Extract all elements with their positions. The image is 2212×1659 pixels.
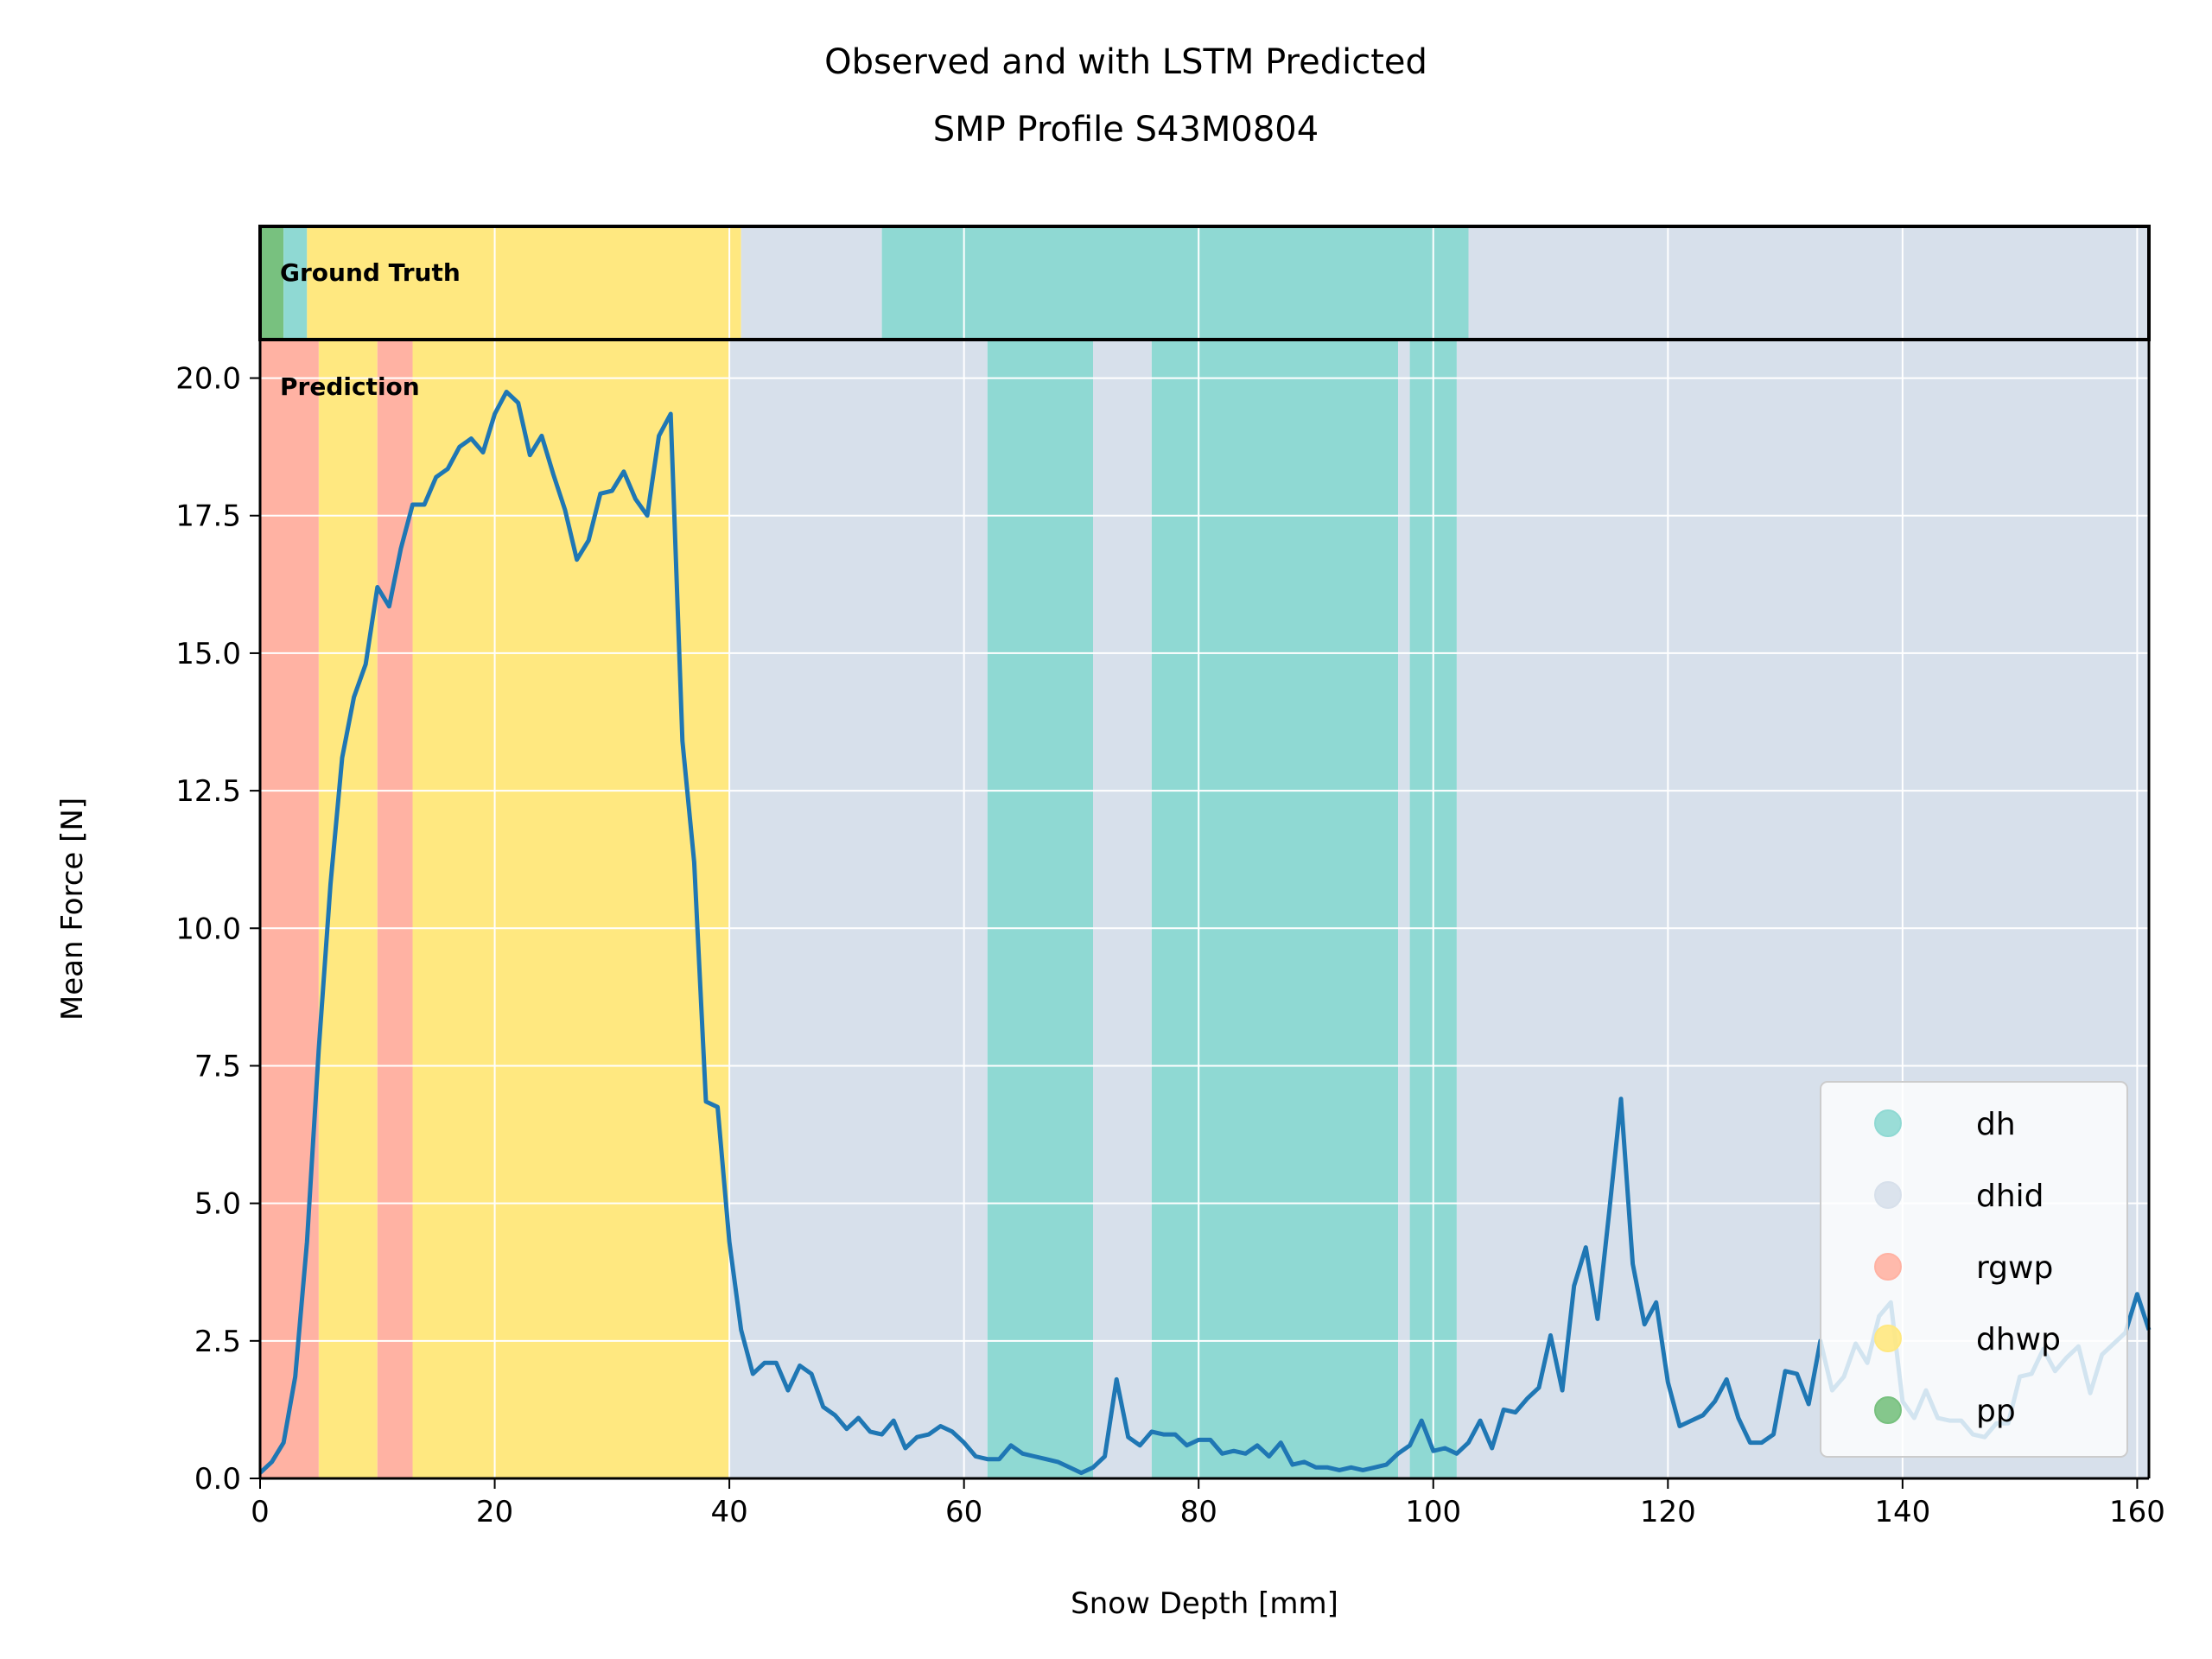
legend-marker-pp	[1874, 1396, 1902, 1424]
legend-label-pp: pp	[1976, 1394, 2016, 1429]
legend-box	[1820, 1081, 2128, 1458]
ground-truth-segment-dh	[283, 226, 308, 340]
y-axis-ticks: 0.0 2.5 5.0 7.5 10.0 12.5 15.0 17.5 20.0	[175, 362, 260, 1497]
ground-truth-frame	[258, 225, 2151, 341]
prediction-segment-dhid	[729, 340, 988, 1478]
legend-marker-rgwp	[1874, 1253, 1902, 1281]
x-tick-label: 140	[1874, 1495, 1930, 1529]
x-tick-label: 0	[251, 1495, 270, 1529]
prediction-segment-dh	[987, 340, 1094, 1478]
ground-truth-segment-dhid	[1468, 226, 2149, 340]
legend-label-dhid: dhid	[1976, 1179, 2044, 1214]
y-tick-label: 12.5	[175, 774, 241, 809]
prediction-segment-dh	[1151, 340, 1399, 1478]
prediction-label: Prediction	[280, 372, 420, 401]
y-tick-label: 7.5	[194, 1049, 241, 1084]
legend: dh dhid rgwp dhwp pp	[1820, 1081, 2128, 1458]
x-axis-label: Snow Depth [mm]	[1071, 1586, 1338, 1621]
prediction-segment-dhid	[1093, 340, 1152, 1478]
x-tick-label: 20	[476, 1495, 513, 1529]
prediction-segment-rgwp	[260, 340, 319, 1478]
prediction-segment-rgwp	[377, 340, 413, 1478]
y-tick-label: 15.0	[175, 637, 241, 671]
x-tick-label: 40	[710, 1495, 747, 1529]
ground-truth-segment-dhwp	[307, 226, 741, 340]
ground-truth-segment-pp	[260, 226, 284, 340]
y-tick-label: 10.0	[175, 912, 241, 946]
legend-marker-dhid	[1874, 1181, 1902, 1209]
x-tick-label: 80	[1180, 1495, 1217, 1529]
ground-truth-segment-dh	[881, 226, 1469, 340]
x-tick-label: 100	[1405, 1495, 1461, 1529]
legend-marker-dh	[1874, 1109, 1902, 1137]
x-tick-label: 120	[1640, 1495, 1696, 1529]
ground-truth-label: Ground Truth	[280, 258, 461, 287]
y-tick-label: 17.5	[175, 499, 241, 534]
x-tick-label: 160	[2109, 1495, 2165, 1529]
y-tick-label: 20.0	[175, 362, 241, 397]
y-tick-label: 2.5	[194, 1325, 241, 1359]
legend-label-rgwp: rgwp	[1976, 1250, 2053, 1286]
legend-marker-dhwp	[1874, 1325, 1902, 1352]
grid	[259, 226, 2149, 1479]
ground-truth-strip	[260, 226, 2149, 340]
legend-label-dh: dh	[1976, 1107, 2016, 1142]
legend-label-dhwp: dhwp	[1976, 1322, 2061, 1357]
chart-subtitle: SMP Profile S43M0804	[933, 110, 1319, 149]
prediction-segment-dhid	[1398, 340, 1410, 1478]
y-tick-label: 0.0	[194, 1462, 241, 1497]
ground-truth-segment-dhid	[741, 226, 882, 340]
y-tick-label: 5.0	[194, 1187, 241, 1222]
x-tick-label: 60	[945, 1495, 982, 1529]
prediction-segment-dhwp	[412, 340, 730, 1478]
chart-title: Observed and with LSTM Predicted	[824, 42, 1427, 82]
y-axis-label: Mean Force [N]	[55, 798, 90, 1020]
x-axis-ticks: 0 20 40 60 80 100 120 140 160	[251, 1478, 2165, 1529]
